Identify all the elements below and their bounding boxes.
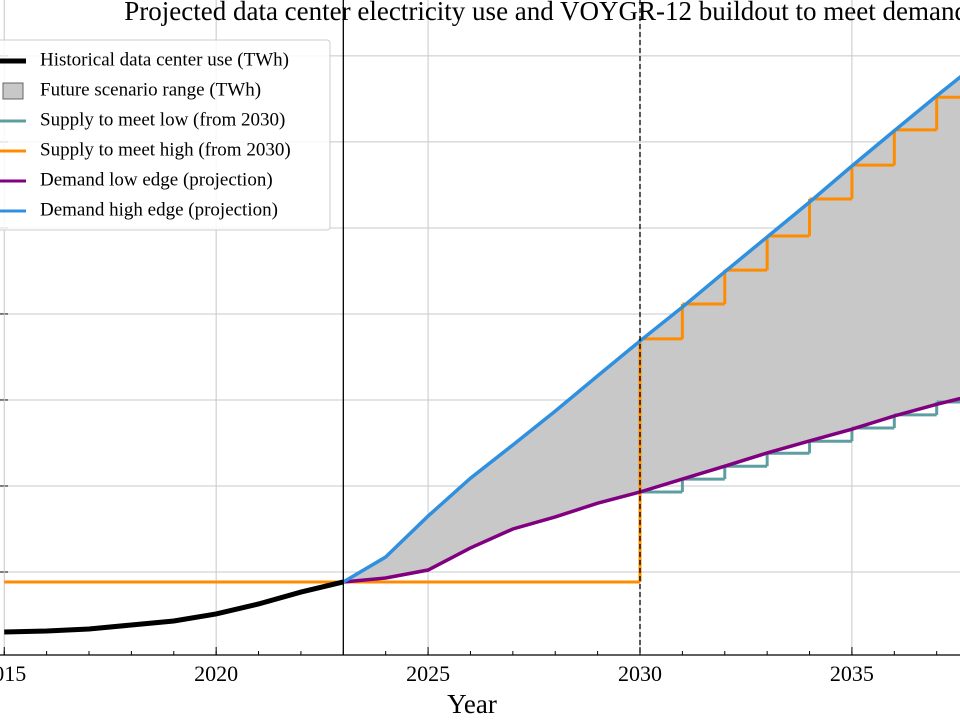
legend-box — [0, 39, 331, 231]
series-line — [343, 396, 960, 584]
series-line — [4, 579, 344, 635]
series-line — [342, 74, 960, 584]
x-tick-label: 2020 — [194, 661, 238, 686]
x-tick-label: 2015 — [0, 661, 26, 686]
legend-label: Historical data center use (TWh) — [40, 49, 289, 70]
legend-swatch — [2, 82, 24, 100]
legend-label: Future scenario range (TWh) — [40, 79, 261, 100]
legend-label: Supply to meet low (from 2030) — [40, 109, 285, 130]
x-axis-label: Year — [447, 689, 497, 719]
legend: Historical data center use (TWh) Future s… — [0, 39, 331, 231]
x-tick-label: 2030 — [618, 661, 662, 686]
chart-title: Projected data center electricity use an… — [124, 0, 960, 26]
legend-label: Demand low edge (projection) — [40, 169, 273, 190]
plot-area: 2003004005006007008002015202020252030203… — [0, 0, 960, 686]
range-area — [343, 76, 960, 583]
legend-label: Demand high edge (projection) — [40, 199, 278, 220]
x-tick-label: 2035 — [830, 661, 874, 686]
legend-label: Supply to meet high (from 2030) — [40, 139, 291, 160]
x-tick-label: 2025 — [406, 661, 450, 686]
